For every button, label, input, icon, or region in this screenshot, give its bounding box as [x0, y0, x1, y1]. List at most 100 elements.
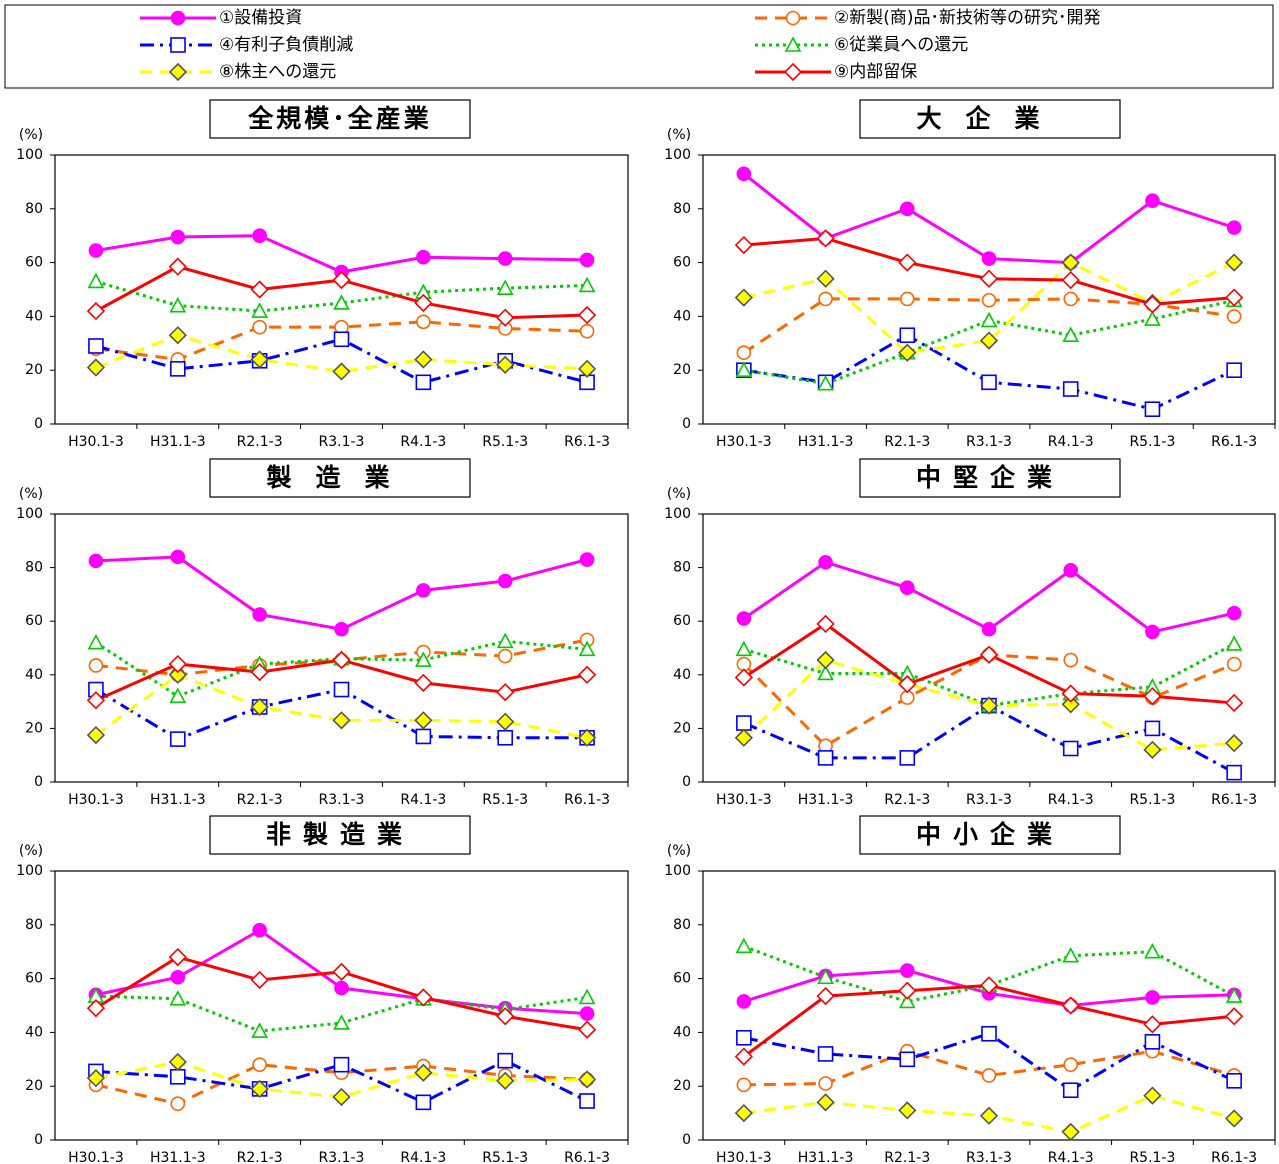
- data-point: [251, 1022, 268, 1038]
- data-point: [86, 301, 106, 321]
- x-tick-label: R3.1-3: [319, 792, 365, 808]
- x-tick-label: R5.1-3: [1129, 792, 1175, 808]
- data-point: [168, 326, 187, 345]
- data-point: [816, 614, 835, 634]
- data-point: [496, 632, 514, 649]
- x-tick-label: R5.1-3: [482, 1150, 528, 1164]
- y-tick-label: 60: [673, 255, 691, 271]
- data-point: [87, 272, 105, 289]
- panel-title: 中小企業: [916, 820, 1064, 849]
- data-point: [250, 970, 269, 990]
- data-point: [816, 269, 835, 288]
- x-tick-label: H30.1-3: [716, 434, 772, 450]
- x-tick-label: H30.1-3: [68, 792, 124, 808]
- data-point: [736, 715, 752, 731]
- y-tick-label: 20: [673, 362, 691, 378]
- data-point: [736, 345, 752, 361]
- data-point: [1143, 1015, 1162, 1034]
- data-point: [734, 1047, 753, 1066]
- x-tick-label: H31.1-3: [150, 1150, 206, 1164]
- data-point: [415, 651, 432, 667]
- data-point: [496, 355, 515, 374]
- y-tick-label: 60: [25, 971, 43, 987]
- data-point: [1145, 624, 1160, 640]
- plot-area: [702, 154, 1276, 425]
- data-point: [86, 725, 106, 745]
- x-tick-label: H31.1-3: [150, 792, 206, 808]
- data-point: [252, 228, 267, 243]
- x-tick-label: R5.1-3: [1129, 1150, 1175, 1164]
- x-tick-label: R6.1-3: [564, 792, 610, 808]
- data-point: [88, 338, 104, 354]
- data-point: [899, 963, 915, 978]
- panel-title-box: [859, 99, 1121, 139]
- data-point: [981, 251, 997, 266]
- data-point: [86, 1068, 106, 1088]
- y-axis-label: (%): [19, 486, 43, 502]
- x-tick-label: R3.1-3: [966, 1150, 1012, 1164]
- x-tick-label: R2.1-3: [884, 434, 930, 450]
- data-point: [899, 201, 915, 217]
- y-tick-label: 80: [673, 917, 691, 933]
- x-tick-label: R6.1-3: [1211, 434, 1257, 450]
- y-tick-label: 40: [25, 308, 43, 324]
- data-point: [414, 711, 433, 730]
- data-point: [979, 645, 999, 664]
- data-point: [169, 687, 187, 704]
- x-tick-label: H30.1-3: [68, 434, 124, 450]
- data-point: [1225, 253, 1244, 272]
- y-tick-label: 20: [673, 720, 691, 736]
- data-point: [981, 292, 997, 308]
- data-point: [334, 621, 349, 637]
- data-point: [250, 1079, 269, 1099]
- data-point: [251, 302, 268, 318]
- data-point: [578, 988, 596, 1005]
- plot-area: [54, 513, 629, 783]
- data-point: [1226, 764, 1242, 781]
- data-point: [414, 988, 433, 1007]
- data-point: [734, 235, 753, 255]
- data-point: [1063, 562, 1079, 578]
- data-point: [1225, 1109, 1244, 1128]
- data-point: [1226, 656, 1242, 672]
- x-tick-label: R4.1-3: [400, 792, 446, 808]
- data-point: [1143, 687, 1162, 706]
- y-tick-label: 40: [673, 308, 691, 324]
- data-point: [252, 922, 267, 938]
- data-point: [334, 980, 349, 996]
- data-point: [817, 1046, 834, 1062]
- data-point: [169, 1068, 186, 1085]
- panel-title: 中堅企業: [916, 463, 1064, 492]
- y-tick-label: 80: [25, 560, 43, 576]
- data-point: [333, 1014, 350, 1030]
- data-point: [88, 243, 104, 258]
- data-point: [169, 731, 186, 747]
- panel-title-box: [209, 815, 471, 855]
- data-point: [415, 728, 432, 745]
- data-point: [333, 331, 350, 348]
- y-tick-label: 60: [25, 613, 43, 629]
- panel-title-box: [859, 815, 1121, 855]
- data-point: [1225, 693, 1244, 713]
- legend-label: ②新製(商)品･新技術等の研究･開発: [834, 8, 1101, 28]
- data-point: [736, 994, 752, 1009]
- data-point: [497, 1052, 514, 1069]
- data-point: [496, 712, 515, 731]
- data-point: [1226, 362, 1242, 379]
- data-point: [979, 331, 999, 350]
- legend-label: ⑥従業員への還元: [834, 35, 968, 55]
- x-tick-label: R2.1-3: [884, 1150, 930, 1164]
- data-point: [1144, 720, 1161, 737]
- x-tick-label: R2.1-3: [237, 792, 283, 808]
- legend-marker: [785, 10, 801, 26]
- y-tick-label: 0: [682, 774, 691, 790]
- data-point: [1062, 381, 1079, 397]
- panel-title: 大企業: [916, 104, 1063, 133]
- y-tick-label: 80: [673, 560, 691, 576]
- data-point: [736, 611, 752, 626]
- data-point: [578, 640, 596, 657]
- data-point: [170, 1096, 186, 1111]
- data-point: [332, 362, 351, 381]
- data-point: [88, 553, 104, 569]
- data-point: [496, 308, 515, 327]
